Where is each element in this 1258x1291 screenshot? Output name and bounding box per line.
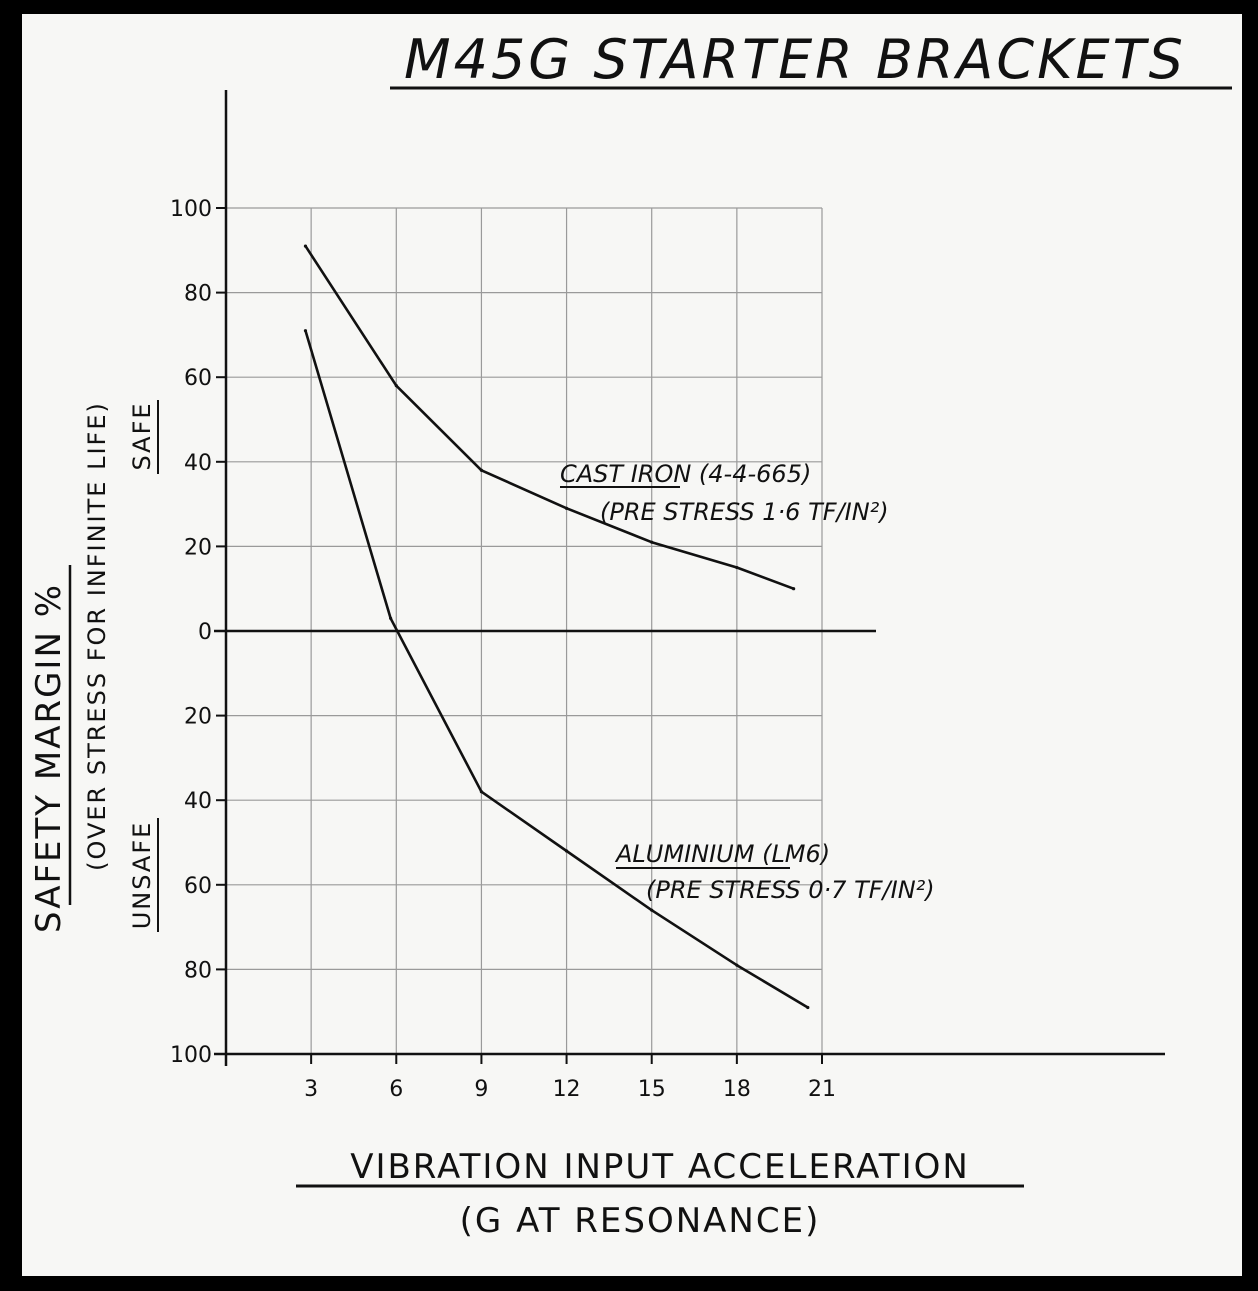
series-note-aluminium: (PRE STRESS 0·7 TF/IN²) (646, 876, 935, 904)
y-tick-label-2: 60 (184, 366, 212, 391)
y-tick-label-1: 80 (184, 282, 212, 307)
axis-labels: 100 80 60 40 20 0 20 40 60 80 100 3 6 9 12 15 18 21 (170, 197, 836, 1102)
x-axis-subtitle: (G AT RESONANCE) (460, 1201, 821, 1241)
data-point-cast-iron-2 (479, 468, 484, 472)
x-tick-label-3: 12 (553, 1077, 581, 1102)
x-tick-label-4: 15 (638, 1077, 666, 1102)
data-point-aluminium-6 (806, 1005, 810, 1010)
axes (214, 90, 1165, 1066)
data-point-cast-iron-4 (650, 540, 654, 544)
series-lines (303, 244, 810, 1010)
y-tick-label-4: 20 (184, 535, 212, 560)
series-label-cast-iron: CAST IRON (4-4-665) (560, 460, 811, 488)
y-tick-label-3: 40 (184, 451, 212, 476)
x-tick-label-5: 18 (723, 1077, 751, 1102)
data-point-cast-iron-3 (564, 506, 569, 510)
series-line-cast-iron (304, 245, 795, 590)
series-line-aluminium (304, 330, 809, 1009)
y-tick-label-9: 80 (184, 958, 212, 983)
y-tick-label-8: 60 (184, 874, 212, 899)
x-tick-label-0: 3 (304, 1077, 318, 1102)
chart-title: M45G STARTER BRACKETS (404, 28, 1186, 91)
data-point-aluminium-2 (479, 790, 484, 794)
unsafe-region-label: UNSAFE (128, 821, 156, 930)
series-note-cast-iron: (PRE STRESS 1·6 TF/IN²) (600, 498, 889, 526)
data-point-aluminium-5 (735, 963, 739, 967)
data-point-cast-iron-5 (735, 565, 739, 570)
data-point-aluminium-1 (389, 616, 393, 620)
y-tick-label-7: 40 (184, 789, 212, 814)
data-point-cast-iron-1 (394, 384, 398, 388)
x-tick-label-1: 6 (389, 1077, 403, 1102)
y-tick-label-0: 100 (170, 197, 212, 222)
safe-region-label: SAFE (128, 401, 156, 470)
data-point-aluminium-0 (303, 329, 308, 333)
data-point-aluminium-3 (564, 849, 569, 853)
y-tick-label-10: 100 (170, 1043, 212, 1068)
y-axis-title: SAFETY MARGIN % (29, 583, 69, 933)
x-axis-title: VIBRATION INPUT ACCELERATION (350, 1147, 970, 1187)
series-label-aluminium: ALUMINIUM (LM6) (614, 840, 830, 868)
x-tick-label-2: 9 (474, 1077, 488, 1102)
y-tick-label-6: 20 (184, 705, 212, 730)
data-point-cast-iron-0 (303, 244, 308, 248)
y-axis-subtitle: (OVER STRESS FOR INFINITE LIFE) (83, 401, 111, 871)
data-point-cast-iron-6 (792, 587, 796, 591)
data-point-aluminium-4 (650, 908, 654, 912)
x-tick-label-6: 21 (808, 1077, 836, 1102)
y-tick-label-5: 0 (198, 620, 212, 645)
